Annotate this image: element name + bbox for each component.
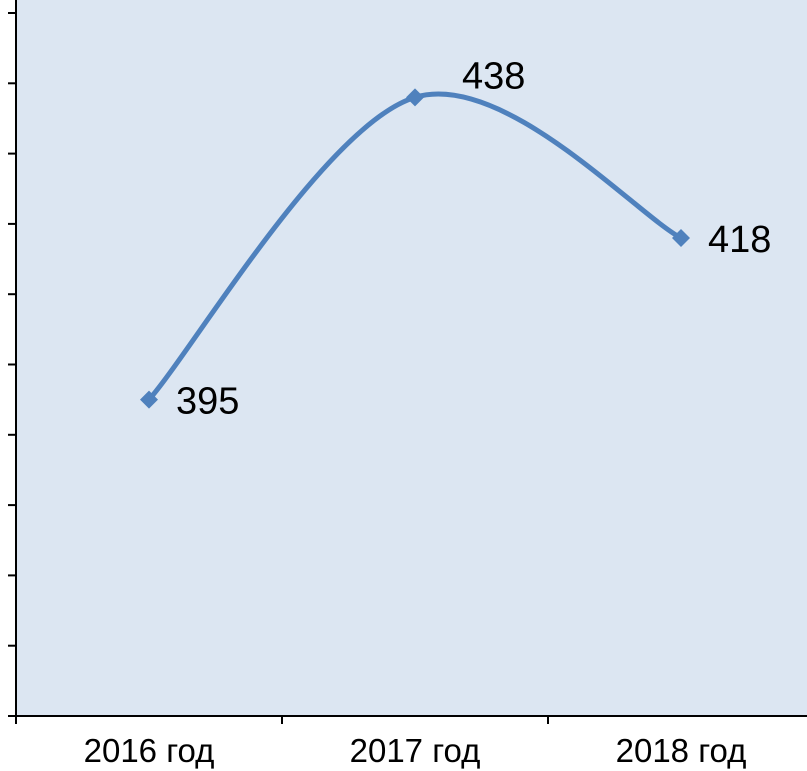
data-label: 438	[462, 55, 525, 97]
data-point-marker	[140, 390, 158, 409]
x-axis-tick-labels: 2016 год 2017 год 2018 год	[84, 732, 747, 769]
data-point-marker	[406, 88, 424, 107]
data-point-marker	[672, 228, 690, 247]
data-labels: 395 438 418	[176, 55, 771, 422]
x-axis-ticks	[15, 716, 549, 724]
y-axis-ticks	[8, 12, 16, 717]
data-label: 395	[176, 381, 239, 423]
data-label: 418	[708, 219, 771, 261]
series-markers	[140, 88, 690, 409]
x-tick-label: 2017 год	[350, 732, 481, 769]
x-tick-label: 2018 год	[616, 732, 747, 769]
plot-area	[16, 0, 807, 716]
x-tick-label: 2016 год	[84, 732, 215, 769]
